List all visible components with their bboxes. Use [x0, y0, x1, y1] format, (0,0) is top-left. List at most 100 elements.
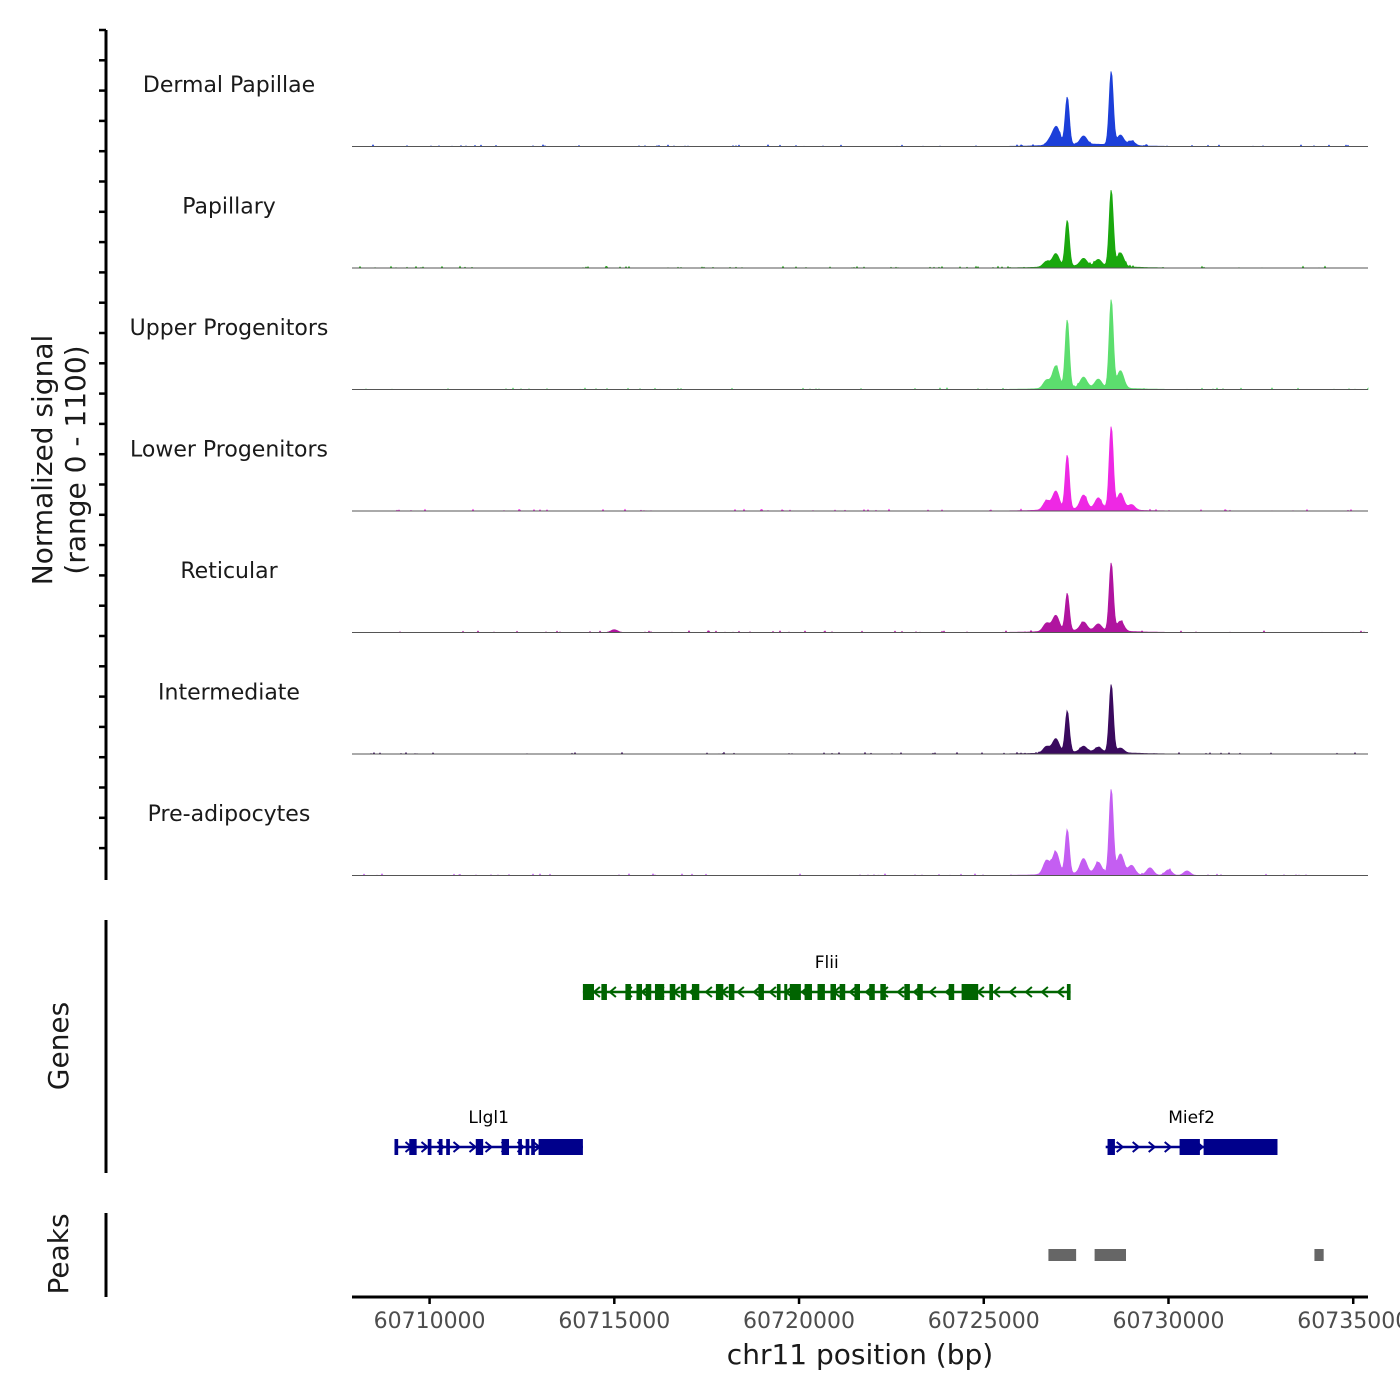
peak-region: [1314, 1249, 1324, 1261]
track-signal-area: [352, 71, 1368, 148]
gene-exon: [1203, 1139, 1278, 1155]
strand-arrow: [420, 1141, 430, 1153]
gene-exon: [804, 984, 812, 1000]
track-papillary: Papillary: [182, 190, 1368, 269]
gene-exon: [669, 984, 676, 1000]
gene-exon: [1179, 1139, 1200, 1155]
strand-arrow: [1024, 986, 1033, 998]
gene-label: Llgl1: [468, 1108, 509, 1128]
gene-exon: [758, 984, 764, 1000]
strand-arrow: [608, 986, 617, 998]
gene-exon: [784, 984, 788, 1000]
strand-arrow: [1164, 1141, 1173, 1153]
track-label: Reticular: [180, 559, 278, 584]
strand-arrow: [1056, 986, 1065, 998]
gene-exon: [501, 1139, 510, 1155]
gene-exon: [880, 984, 886, 1000]
gene-exon: [427, 1139, 432, 1155]
track-label: Papillary: [182, 195, 276, 220]
track-signal-area: [352, 190, 1368, 269]
gene-exon: [680, 984, 687, 1000]
gene-exon: [904, 984, 910, 1000]
left-axes: [99, 28, 108, 1297]
track-lower-progenitors: Lower Progenitors: [130, 426, 1368, 512]
x-tick-label: 60730000: [1113, 1309, 1225, 1334]
x-axis: 60710000 60715000 60720000 60725000 60730000…: [352, 1295, 1400, 1334]
y-axis-title-line1: Normalized signal: [26, 335, 59, 586]
gene-flii: Flii: [582, 953, 1071, 1000]
strand-arrow: [1040, 986, 1049, 998]
gene-exon: [776, 984, 781, 1000]
gene-exon: [582, 984, 594, 1000]
gene-label: Mief2: [1168, 1108, 1215, 1128]
peak-region: [1094, 1249, 1127, 1261]
gene-exon: [525, 1139, 530, 1155]
gene-exon: [654, 984, 665, 1000]
strand-arrow: [452, 1141, 462, 1153]
gene-llgl1: Llgl1: [394, 1108, 583, 1155]
track-label: Intermediate: [158, 681, 300, 706]
gene-exon: [715, 984, 724, 1000]
strand-arrow: [484, 1141, 494, 1153]
gene-exon: [438, 1139, 443, 1155]
gene-exon: [839, 984, 846, 1000]
strand-arrow: [1008, 986, 1017, 998]
track-label: Upper Progenitors: [130, 316, 329, 341]
x-tick-label: 60725000: [928, 1309, 1040, 1334]
gene-mief2: Mief2: [1105, 1108, 1278, 1155]
gene-exon: [917, 984, 923, 1000]
gene-exon: [531, 1139, 535, 1155]
x-tick-label: 60710000: [374, 1309, 486, 1334]
strand-arrow: [704, 986, 713, 998]
gene-exon: [518, 1139, 522, 1155]
track-signal-area: [352, 789, 1368, 877]
strand-arrow: [1132, 1141, 1141, 1153]
gene-exon: [446, 1139, 450, 1155]
gene-exon: [869, 984, 875, 1000]
strand-arrow: [768, 986, 777, 998]
strand-arrow: [1148, 1141, 1157, 1153]
track-signal-area: [352, 562, 1368, 634]
gene-track: Flii Llgl1 Mief2: [394, 953, 1278, 1155]
gene-exon: [636, 984, 643, 1000]
peaks-axis-title: Peaks: [42, 1213, 75, 1294]
y-axis-title-line2: (range 0 - 1100): [59, 345, 92, 574]
gene-exon: [728, 984, 735, 1000]
gene-exon: [394, 1139, 399, 1155]
gene-exon: [409, 1139, 417, 1155]
gene-exon: [817, 984, 825, 1000]
track-upper-progenitors: Upper Progenitors: [130, 299, 1369, 390]
strand-arrow: [468, 1141, 478, 1153]
track-signal-area: [352, 684, 1368, 755]
gene-exon: [538, 1139, 583, 1155]
gene-exon: [830, 984, 836, 1000]
gene-exon: [691, 984, 700, 1000]
gene-exon: [1066, 984, 1071, 1000]
track-pre-adipocytes: Pre-adipocytes: [148, 789, 1368, 877]
strand-arrow: [992, 986, 1001, 998]
strand-arrow: [896, 986, 905, 998]
gene-exon: [475, 1139, 484, 1155]
gene-label: Flii: [815, 953, 839, 973]
strand-arrow: [1116, 1141, 1125, 1153]
x-tick-label: 60715000: [558, 1309, 670, 1334]
peak-region: [1048, 1249, 1077, 1261]
x-tick-label: 60735000: [1297, 1309, 1400, 1334]
x-axis-title: chr11 position (bp): [727, 1338, 993, 1371]
genes-axis-title: Genes: [42, 1002, 75, 1090]
track-label: Lower Progenitors: [130, 438, 328, 463]
gene-exon: [601, 984, 607, 1000]
track-reticular: Reticular: [180, 559, 1368, 634]
track-intermediate: Intermediate: [158, 681, 1368, 755]
track-label: Pre-adipocytes: [148, 802, 311, 827]
gene-exon: [625, 984, 631, 1000]
x-tick-label: 60720000: [743, 1309, 855, 1334]
gene-exon: [948, 984, 955, 1000]
gene-exon: [854, 984, 860, 1000]
track-signal-area: [352, 299, 1369, 390]
gene-exon: [961, 984, 979, 1000]
strand-arrow: [752, 986, 761, 998]
strand-arrow: [736, 986, 745, 998]
gene-exon: [789, 984, 801, 1000]
